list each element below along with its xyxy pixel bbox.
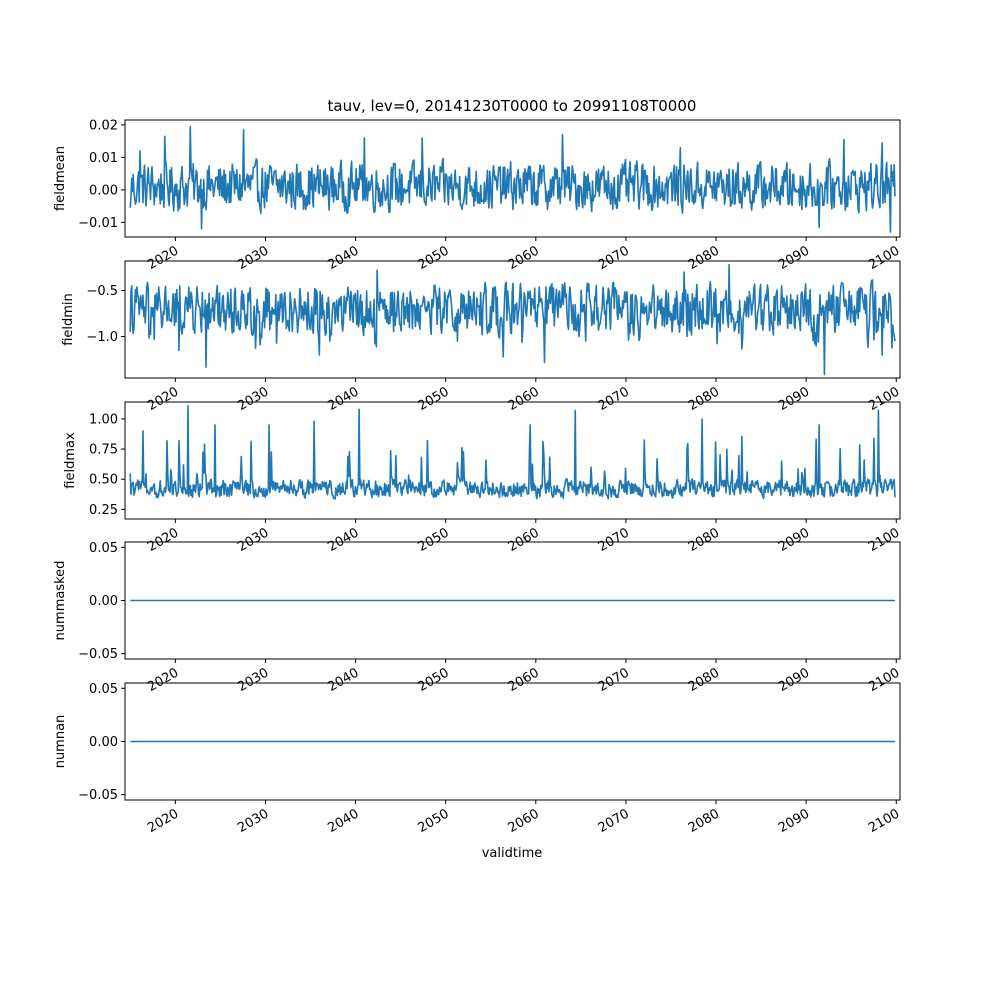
x-tick-label: 2020 (145, 384, 181, 414)
x-tick-label: 2090 (776, 384, 812, 414)
y-tick-label: −0.05 (78, 647, 118, 662)
axes-frame (124, 401, 901, 520)
x-tick-label: 2090 (776, 243, 812, 273)
x-tick-label: 2080 (686, 665, 722, 695)
x-tick-label: 2060 (506, 525, 542, 555)
x-tick-label: 2040 (325, 806, 361, 836)
x-tick-label: 2070 (596, 525, 632, 555)
y-tick-label: 0.00 (89, 594, 118, 609)
x-tick-label: 2020 (145, 665, 181, 695)
x-tick-label: 2060 (506, 384, 542, 414)
subplot-fieldmean: −0.01 0.00 0.01 0.02 fieldmean 2020 2030 2040 20… (53, 118, 902, 273)
x-tick-label: 2040 (325, 243, 361, 273)
y-axis-label: numnan (53, 715, 68, 769)
series-line-fieldmax (129, 404, 896, 500)
x-tick-label: 2080 (686, 384, 722, 414)
y-tick-label: 0.25 (89, 503, 118, 518)
series-line-fieldmin (129, 263, 896, 376)
x-tick-label: 2020 (145, 806, 181, 836)
y-tick-label: −0.5 (86, 284, 118, 299)
y-tick-label: −0.05 (78, 788, 118, 803)
chart-title: tauv, lev=0, 20141230T0000 to 20991108T0… (328, 97, 697, 115)
y-tick-label: 0.01 (89, 151, 118, 166)
y-axis-label: fieldmax (63, 432, 78, 489)
y-tick-label: 0.75 (89, 443, 118, 458)
x-tick-label: 2020 (145, 243, 181, 273)
x-tick-label: 2080 (686, 243, 722, 273)
x-tick-label: 2090 (776, 806, 812, 836)
subplot-numnan: −0.05 0.00 0.05 numnan 2020 2030 2040 2050 2060 2… (53, 682, 902, 836)
axes-frame (124, 260, 901, 379)
y-tick-label: 0.00 (89, 735, 118, 750)
x-tick-label: 2040 (325, 384, 361, 414)
x-tick-label: 2050 (416, 665, 452, 695)
y-axis-label: fieldmin (61, 293, 76, 346)
x-tick-label: 2070 (596, 384, 632, 414)
y-tick-label: 0.05 (89, 541, 118, 556)
subplot-nummasked: −0.05 0.00 0.05 nummasked 2020 2030 2040 2050 20… (53, 541, 902, 695)
y-tick-label: −1.0 (86, 330, 118, 345)
y-tick-label: 0.00 (89, 183, 118, 198)
x-tick-label: 2040 (325, 525, 361, 555)
y-tick-label: 0.05 (89, 682, 118, 697)
subplot-fieldmax: 0.25 0.50 0.75 1.00 fieldmax 2020 2030 2040 2050… (63, 401, 902, 555)
x-tick-label: 2070 (596, 806, 632, 836)
x-tick-label: 2080 (686, 806, 722, 836)
x-tick-label: 2040 (325, 665, 361, 695)
y-tick-label: 1.00 (89, 412, 118, 427)
subplot-stack: −0.01 0.00 0.01 0.02 fieldmean 2020 2030 2040 20… (53, 118, 902, 836)
x-tick-label: 2060 (506, 665, 542, 695)
x-tick-label: 2030 (235, 806, 271, 836)
x-tick-label: 2100 (866, 525, 902, 555)
x-tick-label: 2090 (776, 665, 812, 695)
y-tick-label: −0.01 (78, 216, 118, 231)
x-tick-label: 2050 (416, 243, 452, 273)
x-tick-label: 2090 (776, 525, 812, 555)
y-axis-label: nummasked (53, 561, 68, 641)
axes-frame (124, 119, 901, 238)
y-axis-label: fieldmean (53, 146, 68, 211)
y-tick-label: 0.02 (89, 118, 118, 133)
series-line-fieldmean (129, 125, 896, 233)
x-tick-label: 2100 (866, 243, 902, 273)
x-tick-label: 2030 (235, 243, 271, 273)
x-tick-label: 2060 (506, 806, 542, 836)
x-axis-label: validtime (482, 846, 543, 861)
x-tick-label: 2100 (866, 665, 902, 695)
y-tick-label: 0.50 (89, 473, 118, 488)
x-tick-label: 2030 (235, 525, 271, 555)
x-tick-label: 2080 (686, 525, 722, 555)
x-tick-label: 2070 (596, 243, 632, 273)
x-tick-label: 2070 (596, 665, 632, 695)
x-tick-label: 2050 (416, 525, 452, 555)
x-tick-label: 2100 (866, 806, 902, 836)
x-tick-label: 2030 (235, 384, 271, 414)
x-tick-label: 2100 (866, 384, 902, 414)
x-tick-label: 2060 (506, 243, 542, 273)
x-tick-label: 2050 (416, 384, 452, 414)
x-tick-label: 2020 (145, 525, 181, 555)
x-tick-label: 2030 (235, 665, 271, 695)
x-tick-label: 2050 (416, 806, 452, 836)
subplot-fieldmin: −1.0 −0.5 fieldmin 2020 2030 2040 2050 2060 2070… (61, 260, 902, 414)
